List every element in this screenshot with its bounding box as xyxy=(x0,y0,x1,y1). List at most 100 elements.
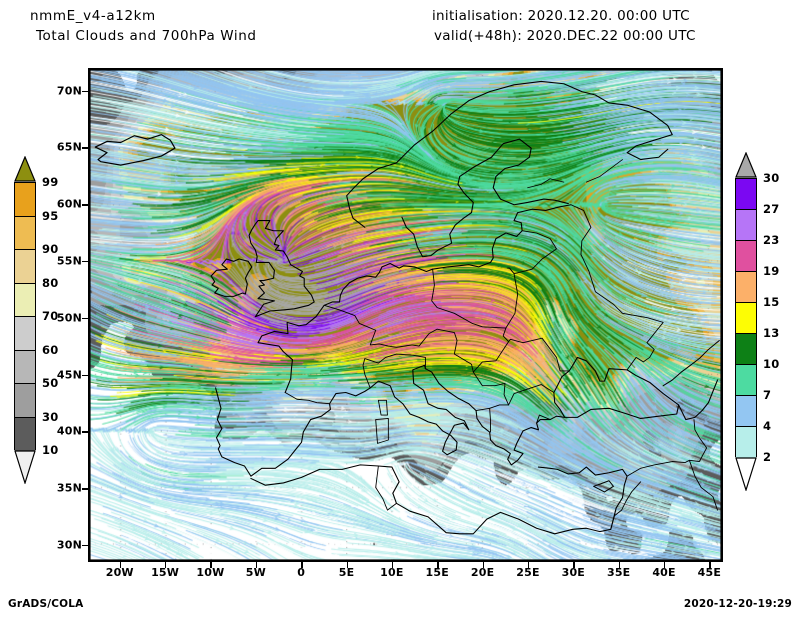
colorbar-tick-label: 4 xyxy=(763,419,772,433)
colorbar-segment xyxy=(15,250,35,284)
colorbar-segment xyxy=(15,283,35,317)
colorbar-under-range-arrow xyxy=(735,457,757,493)
y-axis-tick-mark xyxy=(82,544,88,547)
x-axis-tick-label: 10E xyxy=(380,566,404,579)
colorbar-tick-label: 23 xyxy=(763,233,780,247)
map-plot-area[interactable] xyxy=(88,68,723,562)
y-axis-tick-label: 55N xyxy=(56,254,82,268)
x-axis-tick-mark xyxy=(346,562,348,568)
colorbar-segment xyxy=(736,210,756,241)
colorbar-tick-label: 80 xyxy=(42,275,59,290)
y-axis-tick-label: 60N xyxy=(56,197,82,211)
colorbar-segment xyxy=(15,216,35,250)
x-axis-tick-mark xyxy=(664,562,666,568)
colorbar-tick-label: 15 xyxy=(763,295,780,309)
colorbar-tick-label: 99 xyxy=(42,175,59,189)
colorbar-segment xyxy=(15,384,35,418)
cloud-cover-colorbar[interactable]: 99 95 90 80 70 60 50 30 10 xyxy=(14,155,74,488)
y-axis-tick-label: 30N xyxy=(56,538,82,552)
x-axis-tick-mark xyxy=(482,562,484,568)
colorbar-tick-label: 10 xyxy=(42,443,59,457)
y-axis-tick-label: 50N xyxy=(56,311,82,325)
colorbar-over-range-arrow xyxy=(14,155,36,182)
colorbar-gradient xyxy=(14,182,36,451)
x-axis-tick-mark xyxy=(165,562,167,568)
cloud-cover-raster xyxy=(89,69,722,561)
model-name: nmmE_v4-a12km xyxy=(30,8,156,24)
x-axis-tick-label: 40E xyxy=(652,566,676,579)
colorbar-gradient xyxy=(735,178,757,458)
colorbar-segment xyxy=(736,303,756,334)
x-axis-tick-label: 15E xyxy=(425,566,449,579)
colorbar-tick-label: 30 xyxy=(42,409,59,424)
x-axis-tick-label: 25E xyxy=(516,566,540,579)
initialisation-time: initialisation: 2020.12.20. 00:00 UTC xyxy=(432,8,690,24)
y-axis-tick-mark xyxy=(82,147,88,149)
colorbar-segment xyxy=(736,334,756,365)
y-axis-tick-label: 65N xyxy=(56,140,82,154)
y-axis-tick-mark xyxy=(82,261,88,263)
header-title-block: nmmE_v4-a12km Total Clouds and 700hPa Wi… xyxy=(30,6,257,46)
x-axis-tick-label: 15W xyxy=(151,566,180,579)
y-axis-tick-label: 40N xyxy=(56,424,82,438)
colorbar-tick-label: 95 xyxy=(42,208,59,223)
header-time-block: initialisation: 2020.12.20. 00:00 UTC va… xyxy=(432,6,696,46)
x-axis-tick-mark xyxy=(527,562,530,568)
y-axis-tick-mark xyxy=(82,90,88,93)
colorbar-segment xyxy=(15,417,35,451)
colorbar-segment xyxy=(736,179,756,210)
colorbar-tick-label: 10 xyxy=(763,357,780,371)
colorbar-segment xyxy=(736,396,756,427)
x-axis-tick-label: 5E xyxy=(338,566,355,579)
wind-speed-colorbar[interactable]: 30 27 23 19 15 13 10 7 4 2 xyxy=(735,151,795,495)
colorbar-over-range-arrow xyxy=(735,151,757,178)
y-axis-tick-label: 70N xyxy=(56,84,82,98)
y-axis-tick-label: 35N xyxy=(56,481,82,495)
colorbar-under-range-arrow xyxy=(14,450,36,486)
colorbar-tick-label: 90 xyxy=(42,242,59,256)
grads-credit: GrADS/COLA xyxy=(8,598,84,610)
x-axis-tick-label: 0 xyxy=(297,566,306,579)
x-axis-tick-label: 30E xyxy=(561,566,586,579)
x-axis-tick-mark xyxy=(573,562,575,568)
x-axis-tick-mark xyxy=(618,562,621,568)
x-axis-tick-mark xyxy=(391,562,394,568)
colorbar-tick-label: 19 xyxy=(763,264,780,278)
x-axis-tick-label: 35E xyxy=(606,566,631,579)
y-axis-tick-label: 45N xyxy=(56,368,82,382)
colorbar-segment xyxy=(736,427,756,458)
x-axis-tick-mark xyxy=(119,562,122,568)
x-axis-tick-mark xyxy=(255,562,258,568)
x-axis-tick-mark xyxy=(301,562,303,568)
colorbar-segment xyxy=(736,241,756,272)
colorbar-segment xyxy=(15,350,35,384)
y-axis-tick-mark xyxy=(82,374,88,376)
x-axis-tick-label: 45E xyxy=(697,566,722,579)
x-axis-tick-label: 5W xyxy=(245,566,266,579)
colorbar-segment xyxy=(15,317,35,351)
x-axis-tick-mark xyxy=(210,562,212,568)
colorbar-tick-label: 60 xyxy=(42,342,59,357)
colorbar-tick-label: 13 xyxy=(763,326,780,340)
valid-time: valid(+48h): 2020.DEC.22 00:00 UTC xyxy=(434,28,696,44)
colorbar-tick-label: 30 xyxy=(763,171,780,185)
colorbar-segment xyxy=(15,183,35,217)
x-axis-tick-mark xyxy=(709,562,711,568)
y-axis-tick-mark xyxy=(82,488,88,490)
x-axis-tick-label: 20E xyxy=(470,566,495,579)
coastlines-and-streamlines xyxy=(89,69,722,561)
colorbar-segment xyxy=(736,272,756,303)
colorbar-tick-label: 50 xyxy=(42,376,59,390)
x-axis-tick-label: 20W xyxy=(105,566,134,579)
colorbar-tick-label: 27 xyxy=(763,202,780,216)
y-axis-tick-mark xyxy=(82,431,88,433)
field-description: Total Clouds and 700hPa Wind xyxy=(36,28,257,44)
colorbar-tick-label: 70 xyxy=(42,309,59,323)
y-axis-tick-mark xyxy=(82,204,88,206)
render-timestamp: 2020-12-20-19:29 xyxy=(683,598,792,610)
x-axis-tick-mark xyxy=(437,562,439,568)
colorbar-tick-label: 7 xyxy=(763,388,772,402)
y-axis-tick-mark xyxy=(82,317,88,320)
x-axis-tick-label: 10W xyxy=(196,566,225,579)
colorbar-segment xyxy=(736,365,756,396)
